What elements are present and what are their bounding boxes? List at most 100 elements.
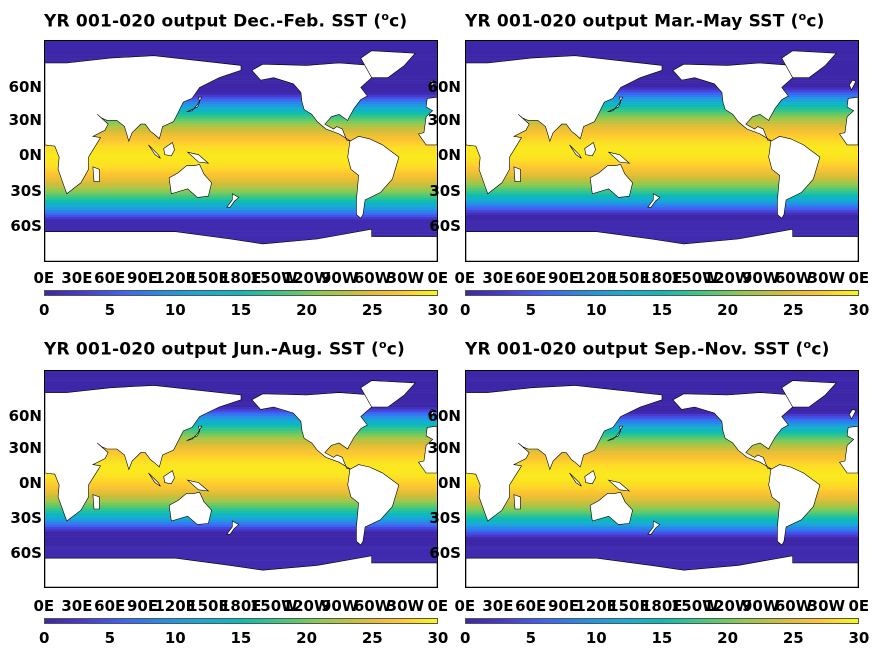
sst-band xyxy=(45,476,437,480)
lon-tick-label: 30E xyxy=(482,597,514,615)
sst-band xyxy=(466,378,858,381)
sst-band xyxy=(466,209,858,213)
land-mass xyxy=(849,80,856,90)
colorbar xyxy=(465,618,859,624)
sst-band xyxy=(45,493,437,497)
sst-band xyxy=(45,534,437,537)
sst-band xyxy=(45,45,437,49)
lon-tick-label: 90E xyxy=(127,269,159,287)
colorbar xyxy=(44,290,438,296)
sst-band xyxy=(45,138,437,142)
sst-map-mam xyxy=(465,40,859,262)
sst-band xyxy=(45,146,437,149)
sst-band xyxy=(45,217,437,220)
sst-band xyxy=(466,80,858,83)
sst-band xyxy=(45,231,437,235)
lon-tick-label: 120W xyxy=(703,597,752,615)
land-mass xyxy=(418,426,437,473)
lon-tick-label: 90E xyxy=(548,269,580,287)
lat-tick-label: 30S xyxy=(429,509,461,528)
sst-band xyxy=(466,392,858,396)
sst-map-djf xyxy=(44,40,438,262)
colorbar-tick-label: 20 xyxy=(717,629,739,647)
colorbar-tick-label: 15 xyxy=(230,301,252,319)
colorbar-tick-label: 0 xyxy=(460,629,471,647)
sst-band xyxy=(45,131,437,135)
sst-band xyxy=(466,512,858,516)
sst-band xyxy=(45,555,437,559)
sst-band xyxy=(45,202,437,206)
sst-band xyxy=(45,419,437,422)
sst-band xyxy=(466,402,858,405)
land-mass xyxy=(609,480,630,491)
sst-band xyxy=(466,133,858,137)
land-mass xyxy=(769,136,820,218)
sst-band xyxy=(45,483,437,487)
sst-band xyxy=(45,114,437,118)
sst-band xyxy=(466,60,858,64)
sst-band xyxy=(45,536,437,540)
sst-band xyxy=(466,82,858,86)
colorbar-tick-label: 30 xyxy=(848,629,870,647)
sst-band xyxy=(45,423,437,427)
sst-band xyxy=(45,378,437,381)
sst-band xyxy=(45,192,437,196)
land-mass xyxy=(585,471,596,484)
land-mass xyxy=(148,473,160,486)
sst-band xyxy=(45,212,437,215)
sst-band xyxy=(45,551,437,554)
sst-band xyxy=(466,390,858,393)
sst-band xyxy=(45,371,437,374)
sst-band xyxy=(466,491,858,494)
sst-band xyxy=(45,409,437,413)
land-mass xyxy=(849,409,856,419)
sst-band xyxy=(45,527,437,530)
sst-band xyxy=(466,469,858,473)
colorbar-tick-label: 0 xyxy=(39,629,50,647)
sst-band xyxy=(466,373,858,377)
sst-band xyxy=(466,173,858,176)
colorbar-tick-label: 10 xyxy=(164,629,186,647)
sst-band xyxy=(466,371,858,374)
sst-band xyxy=(45,471,437,475)
land-mass xyxy=(608,97,623,112)
sst-band xyxy=(466,146,858,149)
lat-tick-label: 30N xyxy=(8,439,42,458)
sst-band xyxy=(45,512,437,516)
sst-band xyxy=(466,217,858,220)
lon-tick-label: 0E xyxy=(427,597,449,615)
sst-band xyxy=(45,507,437,511)
lon-tick-label: 120W xyxy=(282,269,331,287)
land-mass xyxy=(361,381,415,407)
sst-band xyxy=(45,404,437,408)
lon-tick-label: 120E xyxy=(154,269,196,287)
sst-band xyxy=(45,133,437,137)
sst-band xyxy=(466,462,858,465)
sst-band xyxy=(466,99,858,103)
title-text: YR 001-020 output Dec.-Feb. SST ( xyxy=(44,11,382,32)
sst-band xyxy=(466,116,858,120)
lon-tick-label: 60W xyxy=(353,597,392,615)
land-mass xyxy=(466,385,662,521)
sst-band xyxy=(466,107,858,110)
sst-band xyxy=(45,491,437,494)
lat-tick-label: 30N xyxy=(8,110,42,129)
sst-band xyxy=(45,443,437,446)
lon-tick-label: 90E xyxy=(548,597,580,615)
sst-band xyxy=(466,467,858,470)
sst-band xyxy=(45,433,437,437)
sst-band xyxy=(45,60,437,64)
lon-tick-label: 0E xyxy=(848,597,870,615)
colorbar-tick-label: 15 xyxy=(651,629,673,647)
sst-band xyxy=(45,41,437,44)
lon-tick-label: 150E xyxy=(187,597,229,615)
title-unit-superscript: o xyxy=(378,338,387,351)
land-mass xyxy=(348,465,399,545)
sst-band xyxy=(45,85,437,88)
land-mass xyxy=(585,142,596,155)
sst-band xyxy=(466,527,858,530)
sst-band xyxy=(466,380,858,384)
sst-band xyxy=(466,519,858,523)
lon-tick-label: 30W xyxy=(807,269,846,287)
sst-band xyxy=(466,481,858,485)
